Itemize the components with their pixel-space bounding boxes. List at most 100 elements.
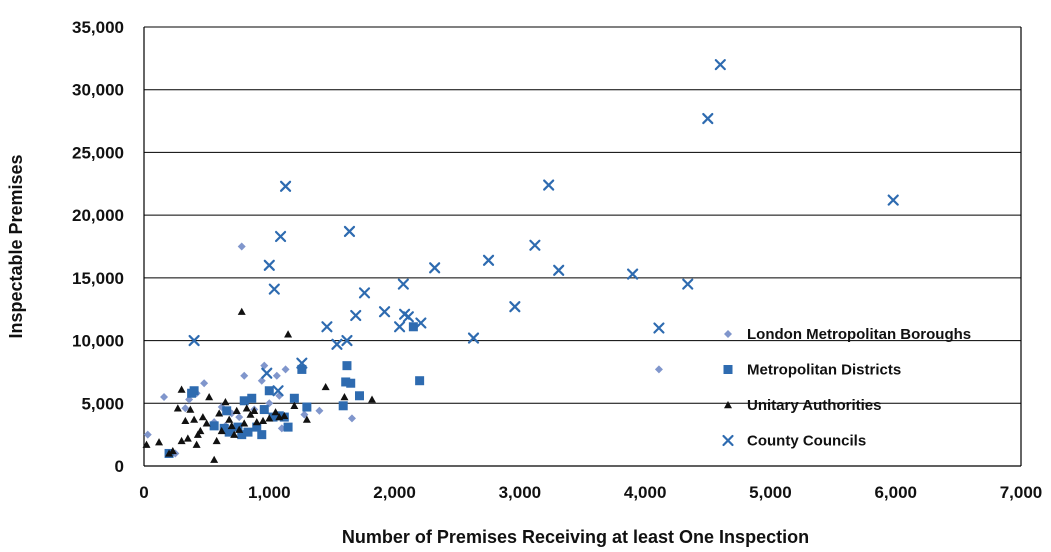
data-point — [235, 413, 244, 422]
data-point — [338, 401, 348, 411]
data-point — [165, 449, 174, 457]
x-tick-label: 6,000 — [874, 483, 917, 502]
data-point — [217, 426, 226, 435]
data-point — [274, 230, 287, 243]
data-point — [529, 239, 541, 251]
data-point — [543, 179, 555, 191]
data-point — [397, 278, 409, 290]
x-tick-label: 0 — [139, 483, 148, 502]
data-point — [205, 393, 214, 401]
data-point — [142, 440, 151, 448]
data-point — [264, 386, 274, 396]
data-point — [408, 322, 418, 332]
data-point — [358, 287, 371, 299]
data-point — [198, 413, 207, 421]
data-point — [210, 455, 219, 463]
data-point — [259, 416, 268, 425]
data-point — [263, 259, 275, 271]
data-point — [202, 419, 211, 427]
data-point — [143, 430, 152, 439]
data-point — [190, 415, 199, 423]
data-point — [239, 396, 249, 406]
x-tick-label: 3,000 — [499, 483, 542, 502]
data-point — [265, 414, 274, 422]
data-point — [237, 430, 247, 440]
data-point — [682, 278, 694, 290]
data-point — [346, 378, 356, 388]
data-point — [246, 410, 255, 418]
data-point — [235, 425, 244, 433]
data-point — [196, 426, 205, 435]
data-point — [230, 430, 239, 438]
data-point — [243, 427, 253, 437]
data-point — [368, 395, 377, 403]
data-point — [240, 371, 249, 380]
data-point — [247, 393, 257, 403]
data-point — [261, 367, 273, 379]
y-tick-label: 0 — [115, 457, 124, 476]
data-point — [402, 311, 414, 323]
data-point — [181, 416, 190, 425]
data-point — [250, 406, 259, 415]
y-tick-label: 5,000 — [81, 394, 124, 413]
legend-label: County Councils — [747, 433, 866, 450]
data-point — [297, 364, 307, 374]
data-point — [393, 321, 406, 333]
y-tick-label: 30,000 — [72, 81, 124, 100]
data-point — [183, 434, 192, 442]
data-point — [227, 421, 236, 430]
tick-labels: 0 5,000 10,000 15,000 20,000 25,000 30,000 35,0… — [72, 18, 1042, 502]
data-point — [315, 406, 324, 415]
data-point — [193, 430, 202, 438]
data-point — [181, 404, 190, 413]
data-point — [482, 254, 495, 266]
data-point — [268, 283, 280, 295]
data-point — [302, 415, 311, 423]
data-point — [219, 423, 229, 433]
data-point — [378, 306, 391, 318]
data-point — [702, 112, 714, 125]
data-point — [177, 385, 186, 393]
data-point — [290, 401, 299, 409]
data-point — [280, 411, 289, 420]
data-point — [467, 332, 480, 344]
legend-label: Unitary Authorities — [747, 397, 881, 414]
y-tick-label: 15,000 — [72, 269, 124, 288]
data-point — [225, 415, 234, 423]
data-point — [268, 412, 278, 422]
data-point — [350, 309, 362, 322]
data-point — [415, 317, 427, 329]
data-point — [321, 321, 333, 333]
data-point — [284, 330, 293, 338]
data-point — [257, 430, 267, 440]
data-point — [224, 427, 234, 437]
data-point — [188, 334, 200, 347]
data-point — [429, 262, 441, 274]
series-unitary-authorities — [142, 307, 377, 463]
legend-item-unitary-authorities: Unitary Authorities — [724, 397, 881, 414]
data-point — [289, 393, 299, 403]
data-point — [342, 361, 352, 371]
series-metropolitan-districts — [164, 322, 425, 458]
data-point — [215, 409, 224, 417]
data-point — [279, 180, 292, 192]
data-point — [252, 418, 261, 426]
data-point — [200, 379, 209, 388]
data-point — [209, 421, 219, 431]
x-tick-label: 2,000 — [373, 483, 416, 502]
axes — [143, 27, 1022, 467]
x-tick-label: 1,000 — [248, 483, 291, 502]
y-tick-label: 35,000 — [72, 18, 124, 37]
data-point — [222, 406, 232, 416]
legend: London Metropolitan Boroughs Metropolitan… — [722, 326, 971, 450]
data-point — [186, 405, 195, 413]
data-point — [155, 438, 164, 446]
data-point — [283, 422, 293, 432]
legend-item-london-metropolitan-boroughs: London Metropolitan Boroughs — [724, 326, 971, 343]
data-point — [654, 365, 663, 374]
legend-marker — [724, 330, 732, 338]
data-point — [237, 307, 246, 315]
data-point — [233, 422, 243, 432]
